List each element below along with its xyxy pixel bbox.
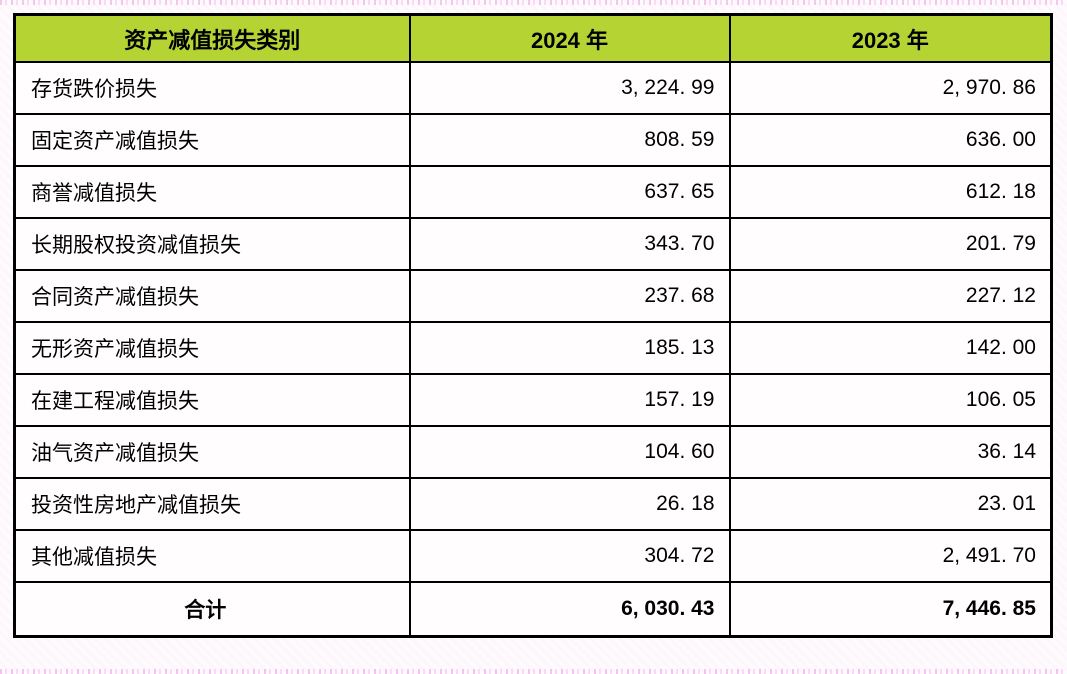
row-value-2024: 637. 65: [408, 165, 731, 219]
row-value-2024: 343. 70: [408, 217, 731, 271]
row-label: 商誉减值损失: [13, 165, 411, 219]
row-value-2023: 227. 12: [728, 269, 1053, 323]
row-value-2023: 201. 79: [728, 217, 1053, 271]
row-value-2024: 104. 60: [408, 425, 731, 479]
impairment-loss-table: 资产减值损失类别 2024 年 2023 年 存货跌价损失 3, 224. 99 2…: [13, 13, 1053, 638]
table-total-row: 合计 6, 030. 43 7, 446. 85: [13, 581, 1053, 638]
table-row: 存货跌价损失 3, 224. 99 2, 970. 86: [13, 61, 1053, 115]
row-label: 投资性房地产减值损失: [13, 477, 411, 531]
row-label: 固定资产减值损失: [13, 113, 411, 167]
row-label: 存货跌价损失: [13, 61, 411, 115]
table-row: 在建工程减值损失 157. 19 106. 05: [13, 373, 1053, 427]
table-row: 投资性房地产减值损失 26. 18 23. 01: [13, 477, 1053, 531]
header-category: 资产减值损失类别: [13, 13, 411, 63]
table-header-row: 资产减值损失类别 2024 年 2023 年: [13, 13, 1053, 63]
page-top-pink-edge: [0, 0, 1067, 5]
header-2023: 2023 年: [728, 13, 1053, 63]
row-value-2023: 2, 491. 70: [728, 529, 1053, 583]
table-row: 油气资产减值损失 104. 60 36. 14: [13, 425, 1053, 479]
table-row: 无形资产减值损失 185. 13 142. 00: [13, 321, 1053, 375]
row-value-2024: 185. 13: [408, 321, 731, 375]
row-label: 在建工程减值损失: [13, 373, 411, 427]
row-value-2023: 36. 14: [728, 425, 1053, 479]
row-value-2023: 612. 18: [728, 165, 1053, 219]
row-value-2023: 636. 00: [728, 113, 1053, 167]
total-value-2024: 6, 030. 43: [408, 581, 731, 638]
table-row: 其他减值损失 304. 72 2, 491. 70: [13, 529, 1053, 583]
row-value-2024: 808. 59: [408, 113, 731, 167]
row-value-2024: 304. 72: [408, 529, 731, 583]
row-value-2024: 26. 18: [408, 477, 731, 531]
row-value-2024: 3, 224. 99: [408, 61, 731, 115]
table-row: 商誉减值损失 637. 65 612. 18: [13, 165, 1053, 219]
row-value-2023: 2, 970. 86: [728, 61, 1053, 115]
row-label: 油气资产减值损失: [13, 425, 411, 479]
row-value-2023: 23. 01: [728, 477, 1053, 531]
page-bottom-pink-edge: [0, 669, 1067, 674]
row-label: 其他减值损失: [13, 529, 411, 583]
table-row: 长期股权投资减值损失 343. 70 201. 79: [13, 217, 1053, 271]
total-value-2023: 7, 446. 85: [728, 581, 1053, 638]
header-2024: 2024 年: [408, 13, 731, 63]
row-value-2024: 237. 68: [408, 269, 731, 323]
row-label: 无形资产减值损失: [13, 321, 411, 375]
row-value-2023: 106. 05: [728, 373, 1053, 427]
row-label: 合同资产减值损失: [13, 269, 411, 323]
row-label: 长期股权投资减值损失: [13, 217, 411, 271]
row-value-2024: 157. 19: [408, 373, 731, 427]
row-value-2023: 142. 00: [728, 321, 1053, 375]
table-body: 存货跌价损失 3, 224. 99 2, 970. 86 固定资产减值损失 808. 5…: [13, 61, 1053, 583]
table-row: 固定资产减值损失 808. 59 636. 00: [13, 113, 1053, 167]
table-row: 合同资产减值损失 237. 68 227. 12: [13, 269, 1053, 323]
total-label: 合计: [13, 581, 411, 638]
